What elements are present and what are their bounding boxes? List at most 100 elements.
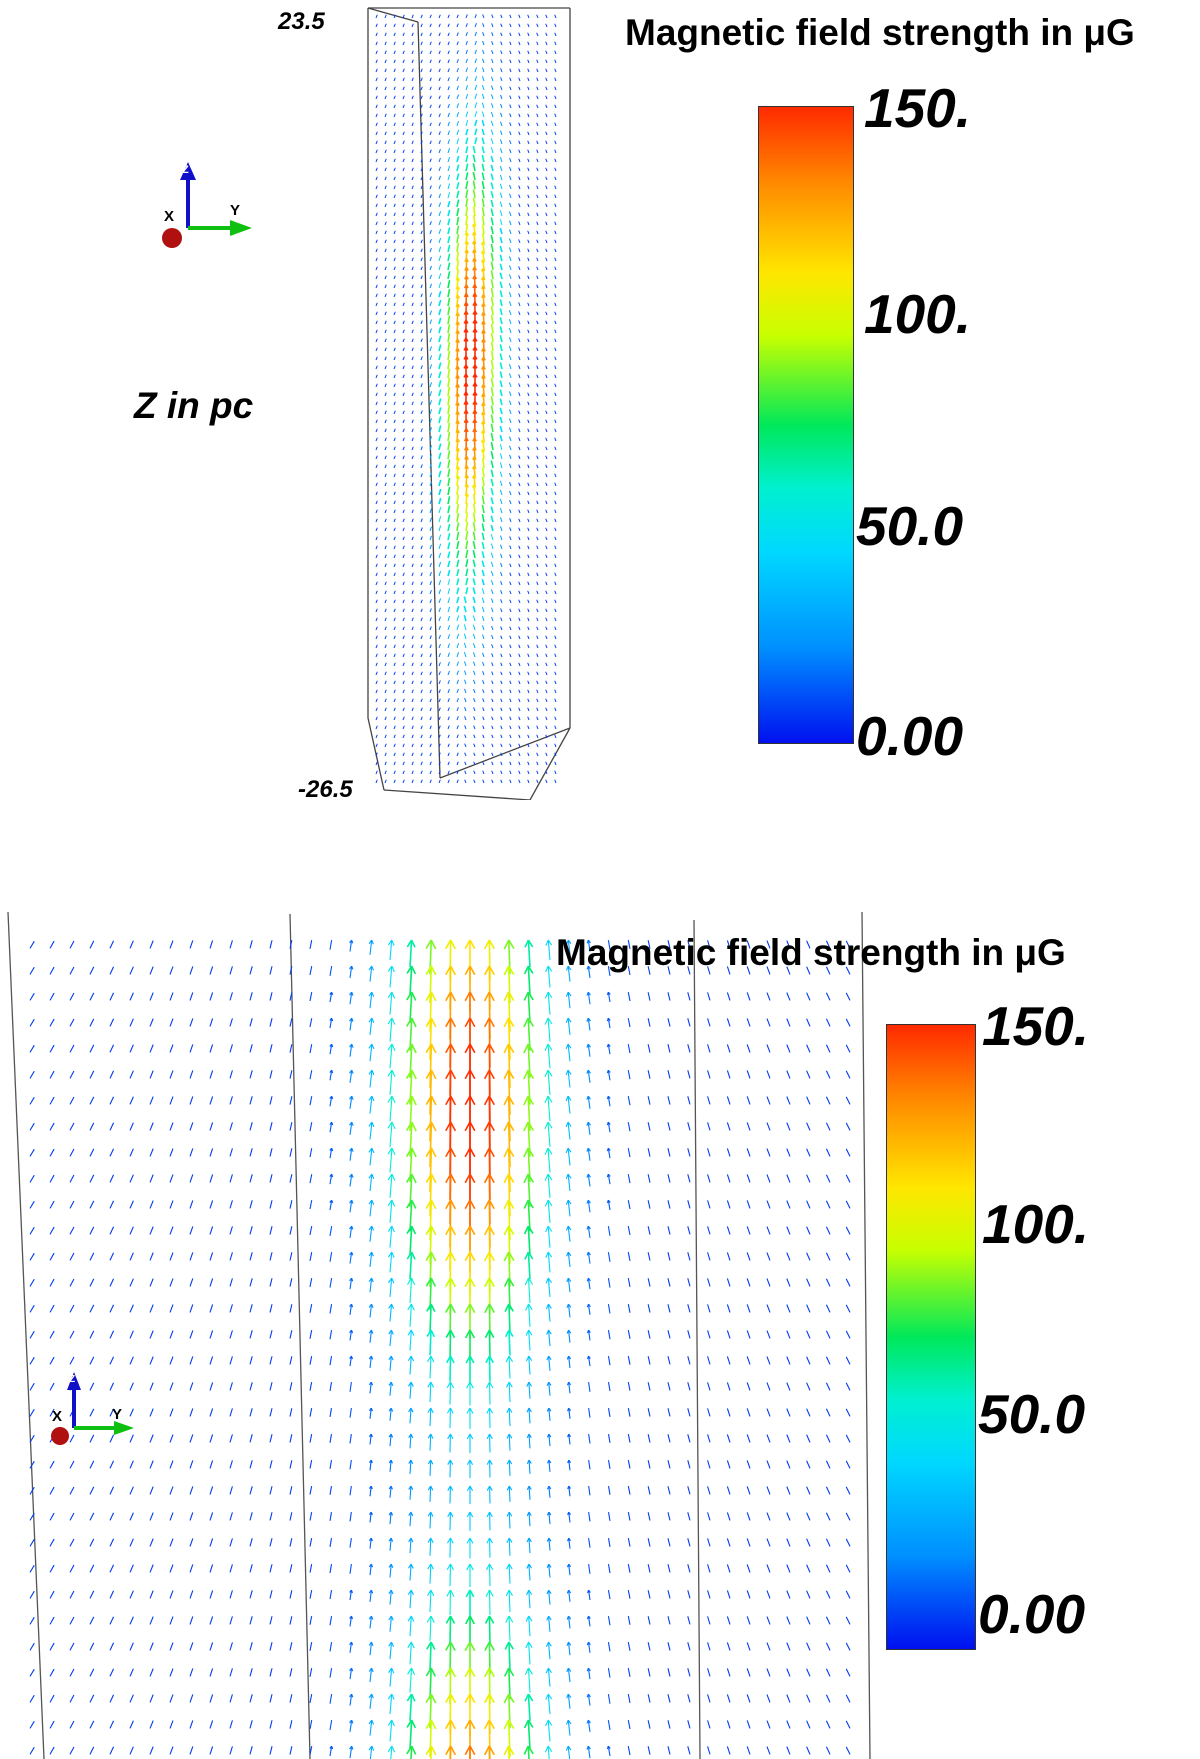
field-arrow — [129, 1096, 134, 1105]
field-arrow — [209, 1304, 214, 1313]
field-arrow — [384, 167, 387, 172]
field-arrow — [488, 1355, 491, 1382]
field-arrow — [491, 779, 494, 784]
field-arrow — [129, 1434, 134, 1443]
field-arrow — [438, 308, 442, 316]
field-arrow — [518, 446, 521, 451]
field-arrow — [289, 940, 293, 949]
field-arrow — [545, 185, 548, 190]
field-arrow-head — [545, 939, 549, 946]
field-arrow — [411, 482, 414, 487]
field-arrow — [349, 1616, 353, 1627]
field-arrow-head — [507, 1095, 515, 1106]
field-arrow-head — [508, 1615, 514, 1623]
field-arrow — [189, 1122, 194, 1131]
field-arrow-head — [449, 1563, 454, 1571]
field-arrow — [472, 578, 476, 586]
field-arrow-head — [606, 1069, 609, 1074]
field-arrow — [89, 1278, 95, 1287]
field-arrow — [545, 563, 548, 568]
field-arrow — [786, 992, 791, 1001]
field-arrow — [438, 184, 441, 190]
field-arrow — [568, 1538, 571, 1549]
field-arrow — [518, 293, 521, 298]
field-arrow — [568, 1460, 571, 1471]
field-arrow — [411, 77, 414, 82]
field-arrow — [464, 761, 467, 766]
field-arrow — [766, 1174, 771, 1183]
field-arrow-head — [508, 1407, 513, 1413]
field-arrow — [490, 487, 494, 496]
field-arrow — [384, 266, 387, 271]
field-arrow — [109, 1252, 115, 1261]
field-arrow — [667, 940, 671, 949]
field-arrow — [402, 779, 405, 784]
field-arrow — [438, 761, 441, 766]
field-arrow — [766, 1278, 771, 1287]
field-arrow — [786, 1044, 791, 1053]
field-arrow — [481, 578, 485, 586]
field-arrow-head — [488, 1745, 495, 1756]
field-arrow — [509, 752, 512, 757]
field-arrow — [508, 1563, 511, 1584]
field-arrow — [472, 197, 476, 208]
field-arrow — [369, 1096, 373, 1114]
field-arrow-head — [606, 1199, 609, 1204]
field-arrow-head — [410, 939, 416, 948]
field-arrow — [490, 478, 494, 487]
field-arrow — [456, 642, 460, 649]
field-arrow — [69, 1616, 75, 1625]
field-arrow — [527, 626, 530, 631]
field-arrow — [129, 1590, 134, 1599]
field-arrow — [518, 644, 521, 649]
field-arrow — [402, 230, 405, 235]
field-arrow — [420, 770, 423, 775]
field-arrow — [329, 1434, 333, 1443]
field-arrow — [627, 1252, 631, 1262]
field-arrow — [429, 770, 432, 775]
field-arrow-head — [488, 1121, 495, 1132]
field-arrow — [189, 1200, 194, 1209]
field-arrow — [389, 1330, 392, 1347]
field-arrow — [189, 1616, 194, 1625]
field-arrow — [447, 679, 450, 685]
field-arrow-head — [407, 1355, 412, 1362]
field-arrow — [845, 1460, 851, 1469]
field-arrow — [499, 398, 503, 406]
bounding-box — [7, 911, 871, 1759]
field-arrow — [89, 1512, 95, 1521]
field-arrow — [429, 1589, 432, 1613]
field-arrow — [509, 140, 512, 145]
field-arrow — [607, 1356, 611, 1366]
field-arrow — [587, 992, 591, 1005]
field-arrow — [89, 1070, 95, 1079]
field-arrow — [393, 68, 396, 73]
field-arrow-head — [565, 1173, 569, 1179]
field-arrow-head — [547, 1069, 553, 1077]
field-arrow — [647, 1720, 651, 1729]
field-arrow-head — [445, 1121, 452, 1132]
field-arrow-head — [349, 1719, 353, 1724]
field-arrow — [249, 940, 253, 949]
field-arrow — [568, 1382, 571, 1394]
field-arrow-head — [488, 1095, 495, 1106]
field-arrow — [806, 1668, 811, 1677]
field-arrow — [647, 1434, 651, 1443]
field-arrow — [169, 1252, 174, 1261]
field-arrow-head — [472, 355, 476, 360]
field-arrow — [229, 1668, 233, 1677]
field-arrow — [746, 1720, 751, 1729]
field-arrow — [438, 525, 442, 532]
field-arrow — [375, 266, 378, 271]
field-arrow — [490, 296, 494, 307]
field-arrow — [667, 1096, 671, 1105]
field-arrow — [465, 172, 469, 181]
field-arrow-head — [469, 1303, 476, 1314]
field-arrow-head — [472, 428, 476, 433]
field-arrow — [349, 1148, 353, 1161]
field-arrow — [438, 104, 441, 109]
field-arrow — [687, 1122, 691, 1131]
field-arrow — [402, 356, 405, 361]
field-arrow — [438, 534, 442, 541]
field-arrow — [500, 725, 503, 730]
